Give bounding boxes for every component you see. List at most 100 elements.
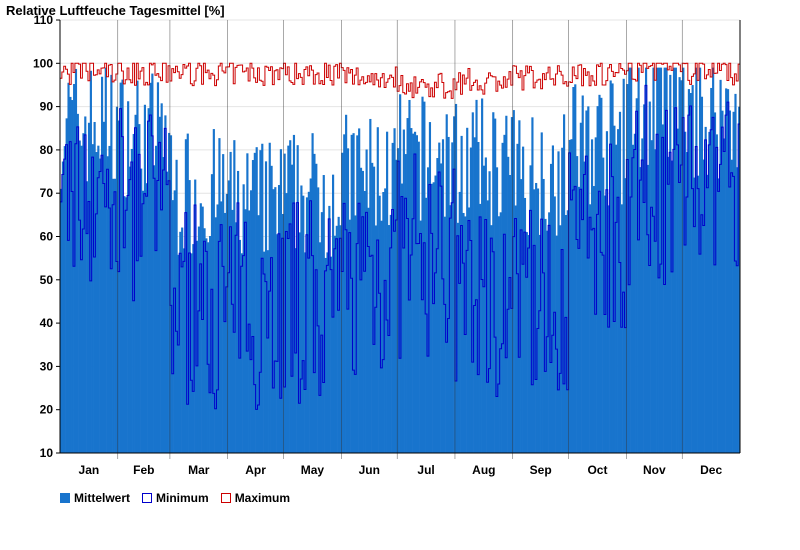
mean-bar	[441, 139, 445, 454]
mean-bar	[734, 93, 737, 454]
mean-bar	[374, 225, 378, 453]
mean-bar	[270, 165, 273, 453]
mean-bar	[82, 133, 85, 454]
mean-bar	[272, 189, 275, 453]
mean-bar	[304, 252, 307, 453]
mean-bar	[704, 126, 707, 453]
mean-bar	[536, 188, 540, 453]
mean-bar	[618, 111, 622, 453]
mean-bar	[529, 165, 532, 453]
mean-bar	[590, 139, 594, 453]
mean-bar	[333, 235, 337, 453]
mean-bar	[533, 189, 536, 453]
mean-bar	[177, 254, 180, 453]
mean-bar	[93, 121, 96, 453]
mean-bar	[61, 161, 65, 453]
mean-bar	[447, 136, 450, 454]
mean-bar	[510, 117, 514, 454]
mean-bar	[128, 166, 132, 454]
mean-bar	[563, 114, 566, 454]
mean-bar	[365, 149, 368, 453]
mean-bar	[287, 145, 290, 453]
mean-bar	[253, 152, 256, 453]
mean-bar	[203, 228, 206, 453]
mean-bar	[615, 144, 618, 453]
mean-bar	[650, 140, 653, 453]
legend-label-min: Minimum	[156, 491, 209, 505]
legend-item-mean[interactable]: Mittelwert	[60, 491, 130, 505]
mean-bar	[74, 68, 78, 454]
mean-bar	[481, 98, 484, 454]
mean-bar	[201, 206, 204, 453]
mean-bar	[576, 156, 579, 454]
mean-bar	[192, 244, 195, 453]
mean-bar	[367, 207, 370, 453]
legend-item-max[interactable]: Maximum	[220, 491, 290, 505]
mean-bar	[654, 149, 657, 453]
mean-bar	[477, 142, 480, 453]
mean-bar	[525, 232, 528, 453]
mean-bar	[404, 154, 407, 453]
xtick-label-aug: Aug	[472, 463, 495, 477]
mean-bar	[557, 151, 560, 453]
mean-bar	[337, 216, 340, 453]
mean-bar	[527, 235, 530, 453]
mean-bar	[710, 87, 713, 454]
mean-bar	[413, 131, 417, 454]
mean-bar	[240, 253, 243, 453]
mean-bar	[617, 129, 620, 453]
mean-bar	[136, 80, 139, 454]
mean-bar	[132, 133, 135, 454]
mean-bar	[412, 133, 415, 454]
mean-bar	[125, 197, 128, 453]
mean-bar	[402, 129, 405, 453]
mean-bar	[659, 67, 663, 453]
mean-bar	[505, 115, 508, 453]
mean-bar	[628, 67, 631, 453]
mean-bar	[425, 197, 428, 453]
mean-bar	[712, 67, 715, 453]
mean-bar	[119, 82, 122, 454]
mean-bar	[611, 83, 614, 454]
mean-bar	[687, 89, 690, 454]
mean-bar	[100, 76, 104, 453]
mean-bar	[559, 225, 562, 453]
mean-bar	[671, 160, 674, 454]
xtick-label-may: May	[301, 463, 325, 477]
mean-bar	[633, 133, 636, 453]
mean-bar	[484, 157, 487, 453]
mean-bar	[121, 79, 124, 453]
ytick-label-30: 30	[40, 359, 54, 373]
mean-bar	[155, 145, 158, 453]
mean-bar	[713, 112, 717, 453]
chart-title: Relative Luftfeuche Tagesmittel [%]	[6, 3, 225, 18]
mean-bar	[626, 84, 629, 453]
mean-bar	[600, 97, 603, 453]
mean-bar	[486, 200, 489, 453]
mean-bar	[602, 157, 605, 453]
mean-bar	[302, 195, 305, 454]
legend-item-min[interactable]: Minimum	[142, 491, 209, 505]
mean-bar	[523, 197, 527, 453]
mean-bar	[438, 142, 441, 453]
mean-bar	[149, 82, 152, 454]
mean-bar	[276, 234, 279, 453]
mean-bar	[583, 161, 586, 454]
mean-bar	[106, 156, 109, 454]
mean-bar	[214, 217, 217, 453]
mean-bar	[702, 159, 705, 453]
mean-bar	[596, 106, 599, 453]
mean-bar	[430, 183, 433, 453]
ytick-label-110: 110	[34, 13, 54, 27]
mean-bar	[134, 114, 137, 454]
mean-bar	[473, 137, 476, 454]
mean-bar	[415, 135, 418, 454]
ytick-label-50: 50	[40, 273, 54, 287]
mean-bar	[689, 92, 692, 453]
mean-bar	[378, 195, 381, 453]
mean-bar	[639, 167, 642, 454]
mean-bar	[86, 181, 89, 454]
mean-bar	[235, 222, 238, 453]
mean-bar	[538, 234, 541, 453]
